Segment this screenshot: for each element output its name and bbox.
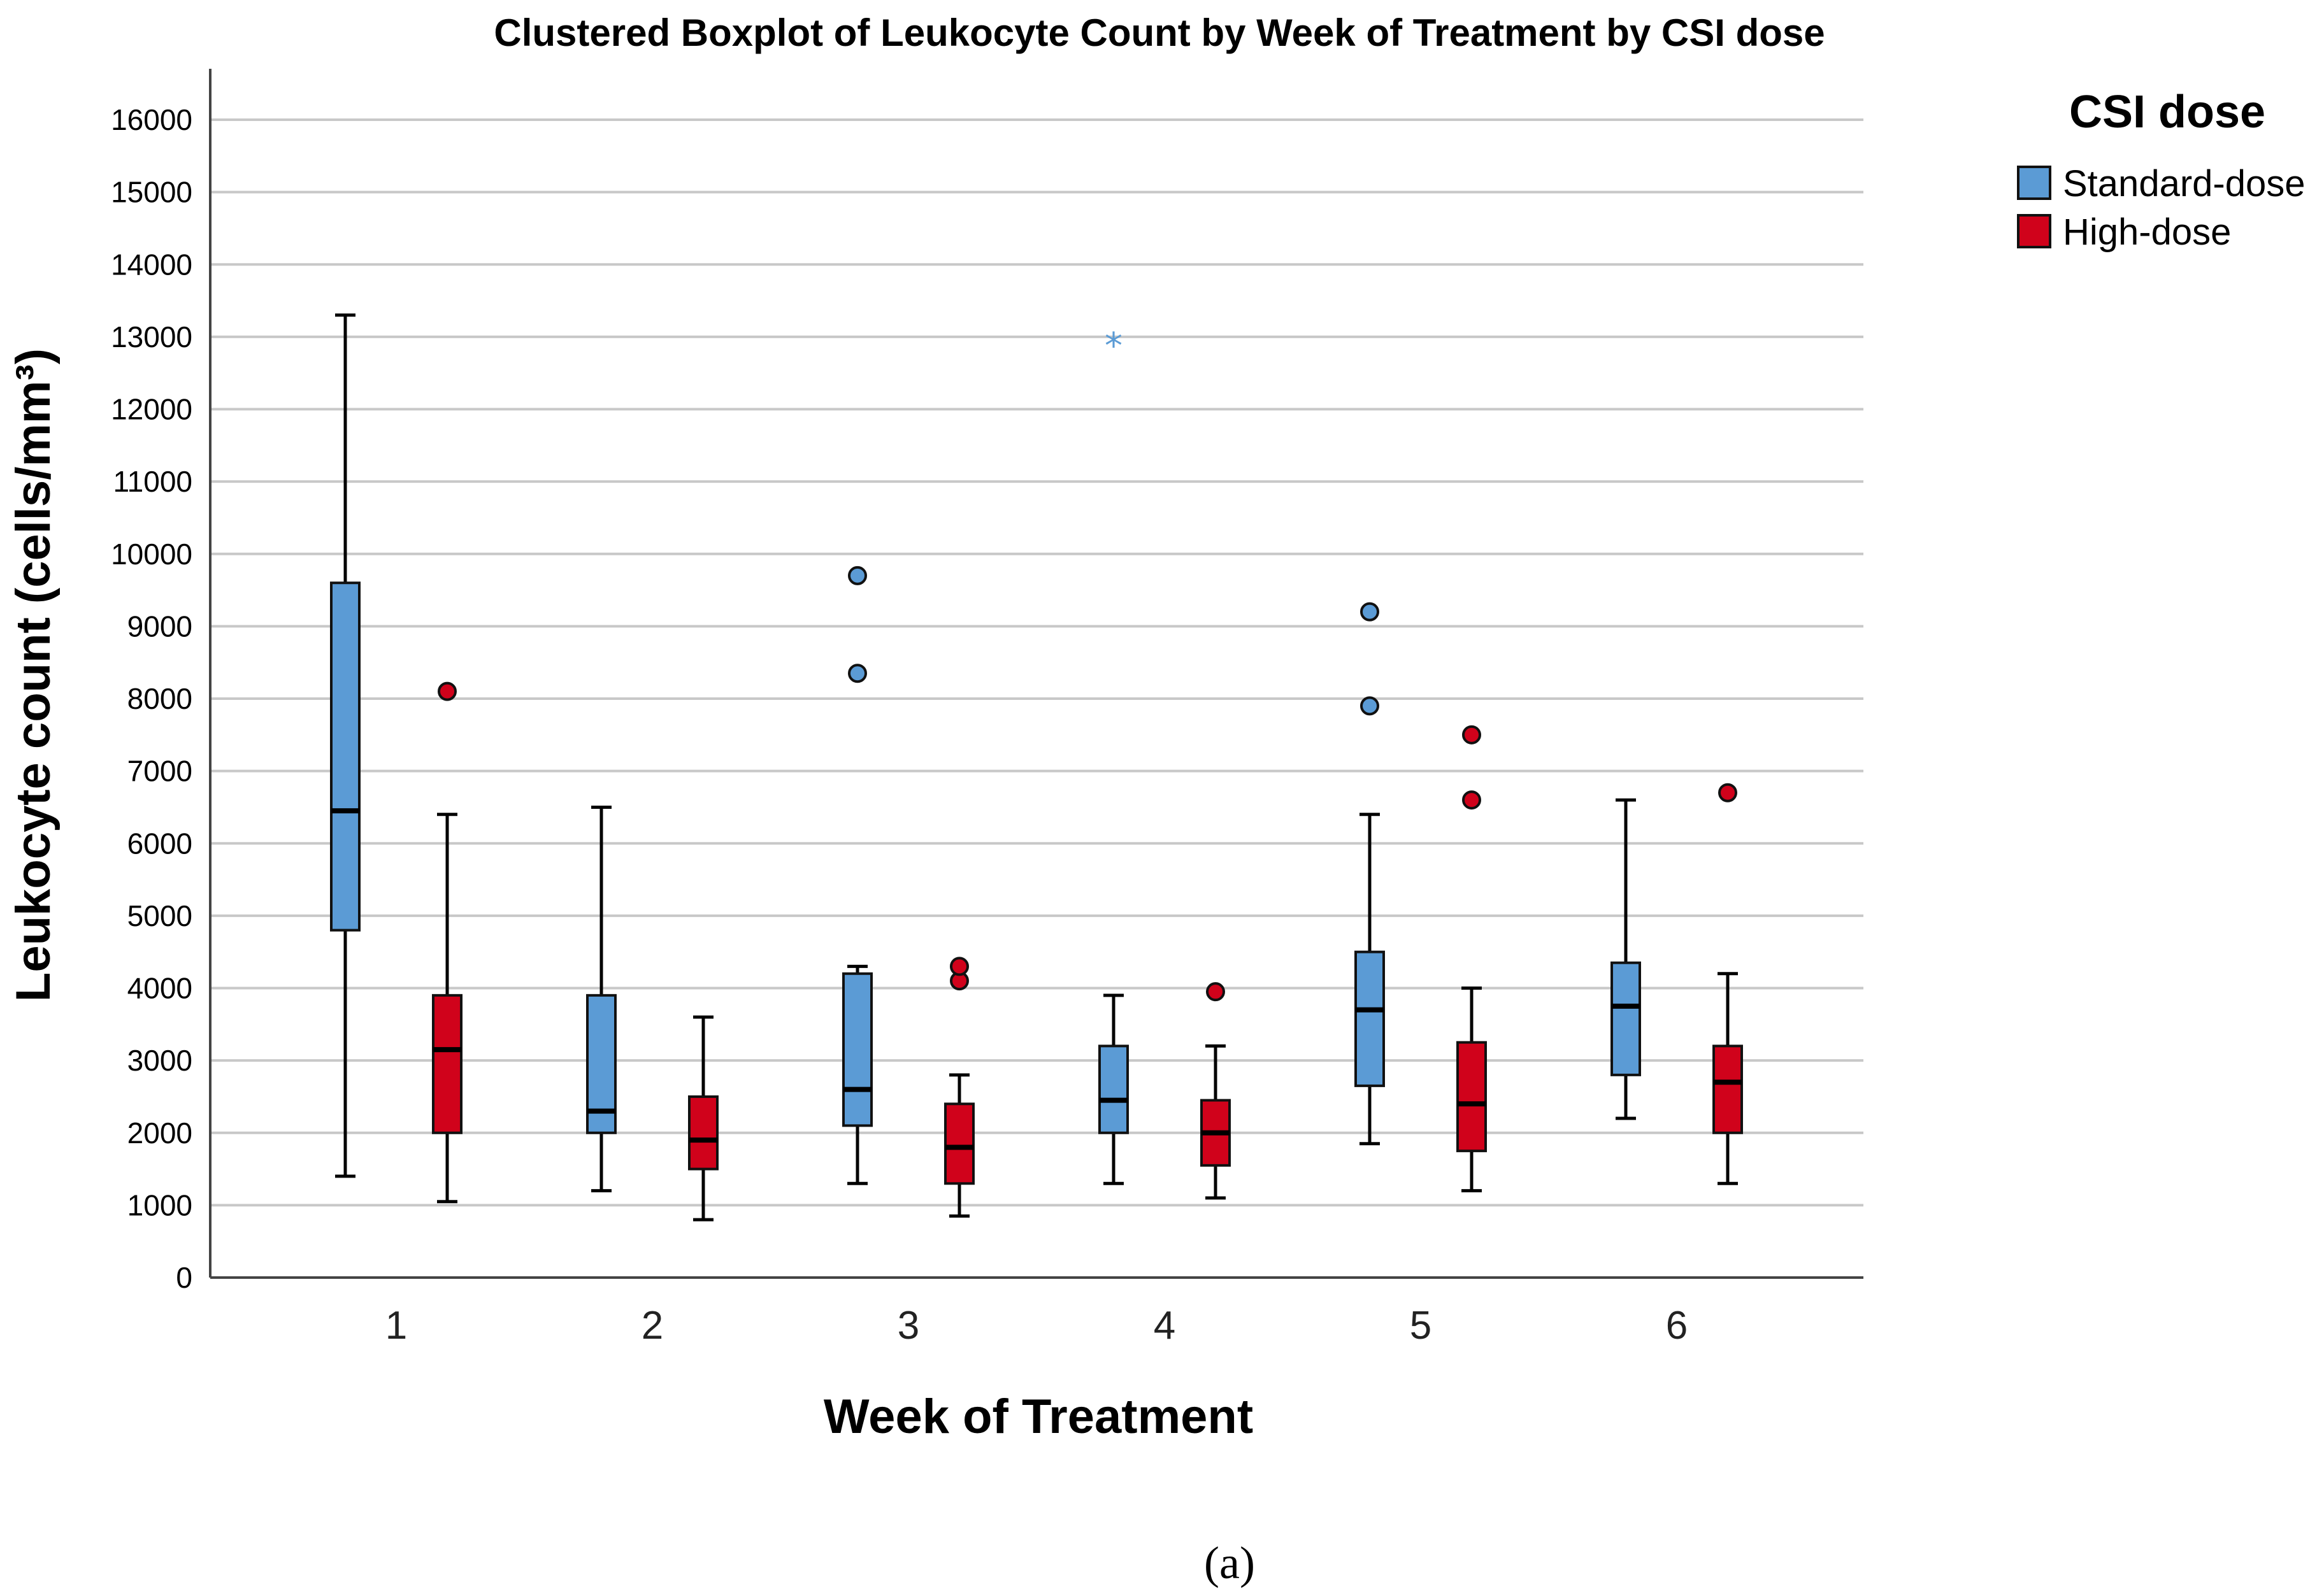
figure-caption: (a) xyxy=(1204,1537,1255,1588)
y-tick-label-0: 0 xyxy=(176,1261,192,1294)
x-tick-label-5: 5 xyxy=(1410,1304,1431,1348)
x-tick-label-4: 4 xyxy=(1154,1304,1175,1348)
outlier-standard-dose-week-3-1 xyxy=(848,566,867,585)
y-tick-label-14000: 14000 xyxy=(111,248,192,281)
outlier-high-dose-week-3-1 xyxy=(950,957,969,976)
y-tick-label-16000: 16000 xyxy=(111,103,192,136)
legend-label-high-dose: High-dose xyxy=(2063,211,2231,253)
legend-title: CSI dose xyxy=(2069,87,2265,138)
x-tick-label-6: 6 xyxy=(1666,1304,1688,1348)
outlier-standard-dose-week-3-0 xyxy=(848,664,867,683)
outlier-high-dose-week-1-0 xyxy=(438,681,457,701)
box-high-dose-week-3 xyxy=(944,1102,975,1185)
y-axis-label: Leukocyte count (cells/mm³) xyxy=(6,348,61,1002)
boxes xyxy=(330,313,1743,1222)
outlier-standard-dose-week-5-1 xyxy=(1360,602,1379,622)
y-tick-label-2000: 2000 xyxy=(127,1116,192,1150)
x-tick-label-3: 3 xyxy=(898,1304,919,1348)
outlier-high-dose-week-6-0 xyxy=(1718,783,1737,802)
y-tick-label-5000: 5000 xyxy=(127,899,192,932)
outliers: * xyxy=(438,325,1737,1002)
y-tick-label-1000: 1000 xyxy=(127,1188,192,1222)
legend-swatch-standard-dose xyxy=(2017,166,2051,200)
outlier-high-dose-week-5-1 xyxy=(1462,725,1481,745)
legend: CSI dose Standard-dose High-dose xyxy=(2017,87,2305,253)
outlier-high-dose-week-5-0 xyxy=(1462,790,1481,810)
box-high-dose-week-2 xyxy=(688,1095,719,1171)
axes xyxy=(209,69,1863,1279)
y-tick-label-9000: 9000 xyxy=(127,609,192,643)
y-tick-label-8000: 8000 xyxy=(127,682,192,715)
box-standard-dose-week-6 xyxy=(1610,961,1641,1076)
y-tick-label-10000: 10000 xyxy=(111,538,192,571)
x-tick-label-1: 1 xyxy=(385,1304,407,1348)
y-tick-label-6000: 6000 xyxy=(127,827,192,860)
chart-title: Clustered Boxplot of Leukocyte Count by … xyxy=(494,11,1825,54)
y-tick-label-13000: 13000 xyxy=(111,320,192,353)
x-tick-label-2: 2 xyxy=(642,1304,663,1348)
outlier-standard-dose-week-5-0 xyxy=(1360,696,1379,716)
box-high-dose-week-1 xyxy=(432,994,463,1134)
box-standard-dose-week-3 xyxy=(842,972,873,1127)
grid-lines xyxy=(210,118,1863,1207)
box-high-dose-week-6 xyxy=(1712,1044,1743,1134)
y-tick-label-7000: 7000 xyxy=(127,755,192,788)
y-tick-labels: 0 1000 2000 3000 4000 5000 6000 7000 8000 9000 100… xyxy=(111,103,192,1294)
box-standard-dose-week-1 xyxy=(330,581,361,932)
y-tick-label-3000: 3000 xyxy=(127,1044,192,1077)
box-standard-dose-week-4 xyxy=(1098,1044,1129,1134)
legend-label-standard-dose: Standard-dose xyxy=(2063,163,2305,204)
box-standard-dose-week-5 xyxy=(1354,950,1385,1087)
y-tick-label-11000: 11000 xyxy=(113,465,192,498)
x-tick-labels: 1 2 3 4 5 6 xyxy=(385,1304,1688,1348)
y-tick-label-4000: 4000 xyxy=(127,972,192,1005)
extreme-standard-dose-week-4-0: * xyxy=(1105,325,1123,367)
y-tick-label-12000: 12000 xyxy=(111,393,192,426)
legend-swatch-high-dose xyxy=(2017,214,2051,248)
y-tick-label-15000: 15000 xyxy=(111,176,192,209)
x-axis-label: Week of Treatment xyxy=(824,1390,1253,1444)
outlier-high-dose-week-4-0 xyxy=(1206,982,1225,1002)
box-high-dose-week-5 xyxy=(1456,1041,1487,1153)
